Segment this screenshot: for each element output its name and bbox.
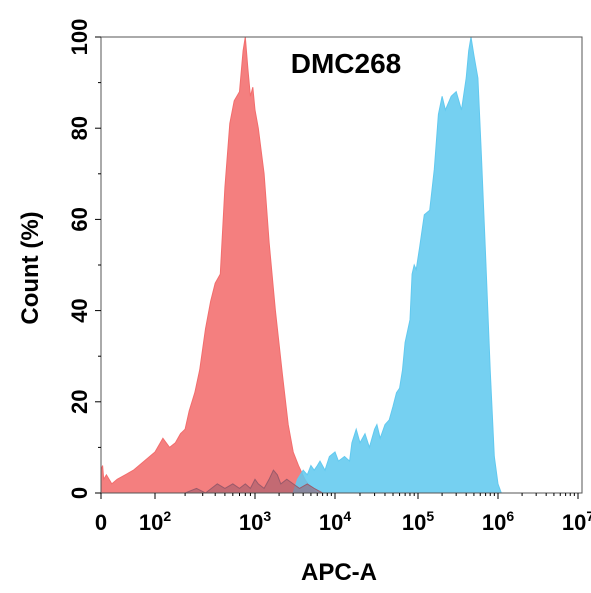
y-tick-label: 100	[67, 19, 92, 56]
histogram-series-3	[184, 469, 332, 494]
y-axis-label: Count (%)	[17, 211, 44, 324]
x-tick-exponent: 2	[163, 508, 171, 524]
histogram-series-group	[100, 36, 503, 494]
y-tick-label: 60	[67, 207, 92, 231]
plot-frame	[100, 36, 583, 494]
x-tick-exponent: 5	[426, 508, 434, 524]
histogram-series-1	[100, 36, 319, 494]
y-tick-label: 80	[67, 116, 92, 140]
x-axis-label: APC-A	[301, 559, 377, 586]
x-tick-label: 102	[139, 508, 171, 535]
x-tick-label: 104	[319, 508, 351, 535]
x-tick-exponent: 6	[506, 508, 514, 524]
x-tick-label: 107	[562, 508, 591, 535]
x-tick-base: 10	[482, 510, 506, 535]
x-tick-label: 103	[239, 508, 271, 535]
x-tick-label: 106	[482, 508, 514, 535]
x-tick-base: 10	[139, 510, 163, 535]
x-tick-label: 105	[402, 508, 434, 535]
x-tick-label: 0	[95, 510, 107, 535]
y-tick-label: 20	[67, 390, 92, 414]
x-tick-base: 0	[95, 510, 107, 535]
chart-title: DMC268	[291, 48, 401, 79]
y-tick-label: 0	[67, 487, 92, 499]
x-tick-base: 10	[402, 510, 426, 535]
x-tick-exponent: 3	[263, 508, 271, 524]
x-tick-base: 10	[319, 510, 343, 535]
histogram-series-2	[292, 36, 503, 494]
x-tick-base: 10	[239, 510, 263, 535]
x-tick-exponent: 7	[586, 508, 591, 524]
y-tick-label: 40	[67, 298, 92, 322]
x-tick-exponent: 4	[343, 508, 351, 524]
x-tick-base: 10	[562, 510, 586, 535]
